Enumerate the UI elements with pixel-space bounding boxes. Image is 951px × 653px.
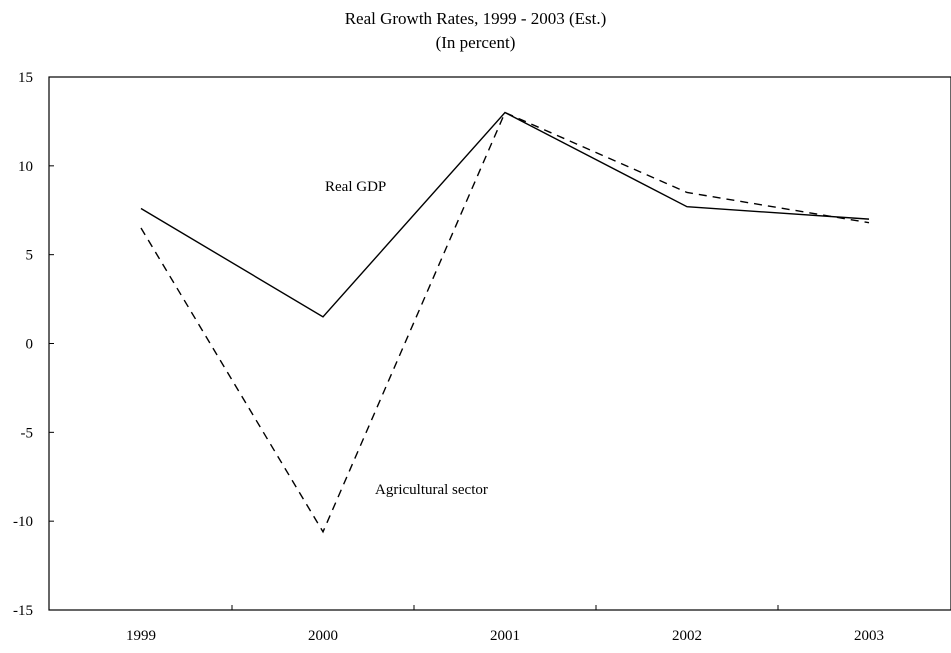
series-labels: Real GDP Agricultural sector — [325, 179, 488, 498]
x-tick-label: 2002 — [672, 628, 702, 644]
series-label-agricultural-sector: Agricultural sector — [375, 482, 488, 498]
y-axis: 15 10 5 0 -5 -10 -15 — [13, 70, 54, 619]
x-tick-label: 2001 — [490, 628, 520, 644]
series-label-real-gdp: Real GDP — [325, 179, 386, 195]
y-tick-label: 15 — [18, 70, 33, 86]
y-tick-label: 5 — [26, 248, 34, 264]
series-group — [140, 111, 870, 534]
y-tick-label: 0 — [26, 337, 34, 353]
plot-frame — [48, 76, 951, 611]
series-line-agricultural-sector — [140, 111, 870, 534]
series-line-real-gdp — [140, 111, 870, 318]
x-axis: 1999 2000 2001 2002 2003 — [126, 605, 884, 644]
chart-title: Real Growth Rates, 1999 - 2003 (Est.) — [344, 9, 607, 28]
y-tick-label: -5 — [21, 425, 34, 441]
x-tick-label: 1999 — [126, 628, 156, 644]
y-tick-label: -15 — [13, 603, 33, 619]
chart-subtitle: (In percent) — [435, 33, 516, 52]
x-tick-label: 2000 — [308, 628, 338, 644]
y-tick-label: 10 — [18, 159, 33, 175]
x-tick-label: 2003 — [854, 628, 884, 644]
y-tick-label: -10 — [13, 514, 33, 530]
